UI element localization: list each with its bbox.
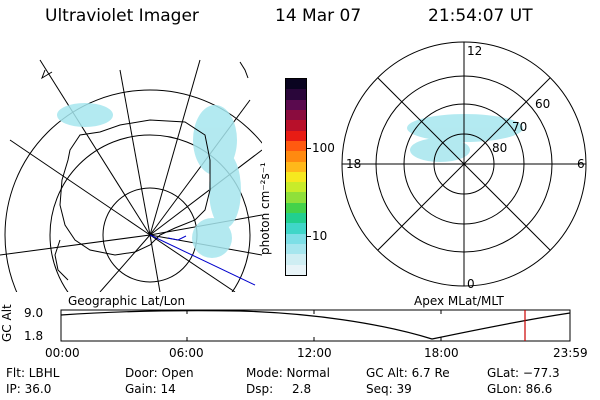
gain-info: Gain: 14 [125, 382, 176, 396]
colorbar-tick-mark [306, 236, 311, 237]
colorbar [285, 78, 307, 276]
colorbar-swatch [286, 171, 306, 183]
colorbar-swatch [286, 140, 306, 152]
colorbar-unit-label: photon cm⁻²s⁻¹ [258, 162, 272, 255]
colorbar-swatch [286, 202, 306, 214]
time-tick-1800: 18:00 [424, 346, 459, 360]
date-label: 14 Mar 07 [275, 6, 362, 26]
colorbar-swatch [286, 264, 306, 275]
colorbar-swatch [286, 244, 306, 255]
colorbar-swatch [286, 233, 306, 244]
mlt-label-0: 0 [467, 277, 475, 291]
time-label: 21:54:07 UT [428, 6, 533, 26]
geographic-label: Geographic Lat/Lon [68, 294, 186, 308]
colorbar-tick-100: 100 [312, 141, 335, 155]
mlat-label-60: 60 [535, 97, 551, 111]
colorbar-swatch [286, 192, 306, 203]
colorbar-swatch [286, 89, 306, 100]
colorbar-swatch [286, 161, 306, 172]
filter-info: Flt: LBHL [6, 366, 60, 380]
door-info: Door: Open [125, 366, 194, 380]
time-tick-0000: 00:00 [45, 346, 80, 360]
dsp-label: Dsp: [246, 382, 274, 396]
altitude-ymax: 9.0 [24, 306, 44, 320]
gc-alt-info: GC Alt: 6.7 Re [366, 366, 450, 380]
apex-label: Apex MLat/MLT [414, 294, 504, 308]
colorbar-swatch [286, 223, 306, 234]
colorbar-swatch [286, 254, 306, 265]
colorbar-swatch [286, 213, 306, 224]
colorbar-swatch [286, 109, 306, 121]
altitude-plot [60, 309, 571, 342]
glon-info: GLon: 86.6 [487, 382, 553, 396]
colorbar-swatch [286, 151, 306, 162]
altitude-ylabel: GC Alt [0, 304, 14, 342]
geographic-map [0, 59, 262, 292]
mlat-label-80: 80 [492, 141, 508, 155]
instrument-title: Ultraviolet Imager [45, 6, 199, 26]
colorbar-tick-10: 10 [312, 229, 328, 243]
colorbar-tick-mark [306, 148, 311, 149]
seq-info: Seq: 39 [366, 382, 412, 396]
mlat-mlt-plot [341, 41, 587, 287]
mlat-label-70: 70 [512, 120, 528, 134]
mlt-label-12: 12 [467, 44, 483, 58]
glat-info: GLat: −77.3 [487, 366, 560, 380]
colorbar-swatch [286, 99, 306, 110]
mlt-label-6: 6 [577, 157, 585, 171]
ip-info: IP: 36.0 [6, 382, 52, 396]
time-tick-0600: 06:00 [169, 346, 204, 360]
time-tick-2359: 23:59 [553, 346, 588, 360]
colorbar-swatch [286, 182, 306, 193]
colorbar-swatch [286, 130, 306, 141]
dsp-value: 2.8 [292, 382, 312, 396]
colorbar-swatch [286, 79, 306, 90]
time-tick-1200: 12:00 [297, 346, 332, 360]
mode-info: Mode: Normal [246, 366, 330, 380]
mlt-label-18: 18 [346, 157, 362, 171]
altitude-ymin: 1.8 [24, 329, 44, 343]
colorbar-swatch [286, 120, 306, 131]
